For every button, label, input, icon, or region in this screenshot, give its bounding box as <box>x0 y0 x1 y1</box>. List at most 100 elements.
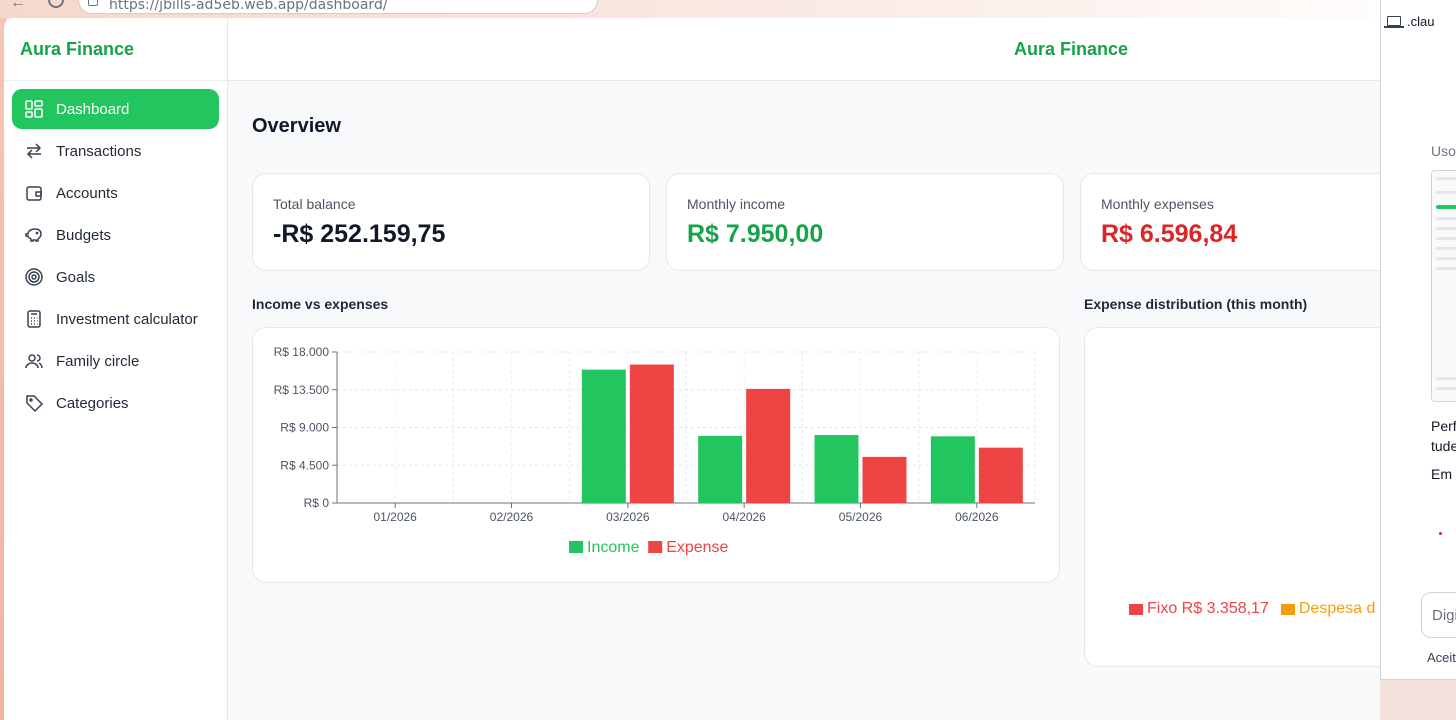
bar-income <box>814 435 859 503</box>
thumb-line <box>1436 377 1456 380</box>
legend-item-fixo[interactable]: Fixo R$ 3.358,17 <box>1129 600 1269 618</box>
y-tick-label: R$ 9.000 <box>280 421 329 435</box>
thumb-active-line <box>1436 205 1456 209</box>
app-window: Aura Finance Dashboard Transactions Acco… <box>4 18 1380 720</box>
stat-label: Total balance <box>273 196 356 212</box>
stat-label: Monthly expenses <box>1101 196 1214 212</box>
legend-swatch <box>1129 603 1143 615</box>
top-header: Aura Finance <box>228 18 1380 81</box>
side-panel-text: Uso <box>1431 143 1456 159</box>
thumb-line <box>1436 237 1456 240</box>
expense-legend: Fixo R$ 3.358,17 Despesa d <box>1129 600 1380 618</box>
legend-label: Fixo R$ 3.358,17 <box>1147 600 1269 617</box>
back-arrow-icon[interactable]: ← <box>10 0 26 11</box>
bar-expense <box>629 364 674 503</box>
bar-income <box>698 435 743 503</box>
sidebar-item-accounts[interactable]: Accounts <box>12 173 219 213</box>
stat-value: R$ 7.950,00 <box>687 220 824 248</box>
target-icon <box>24 267 44 287</box>
sidebar-item-budgets[interactable]: Budgets <box>12 215 219 255</box>
stat-value: -R$ 252.159,75 <box>273 220 446 248</box>
sidebar-brand[interactable]: Aura Finance <box>4 18 227 81</box>
monthly-expenses-card: Monthly expenses R$ 6.596,84 <box>1080 173 1380 271</box>
sidebar-item-goals[interactable]: Goals <box>12 257 219 297</box>
x-tick-label: 04/2026 <box>722 510 766 524</box>
x-tick-label: 01/2026 <box>373 510 417 524</box>
side-panel: .clau Uso Perf tude Em c Digi Aceit <box>1380 0 1456 680</box>
y-tick-label: R$ 4.500 <box>280 458 329 472</box>
sidebar-item-label: Accounts <box>56 184 118 202</box>
arrows-swap-icon <box>24 141 44 161</box>
side-panel-header[interactable]: .clau <box>1407 14 1435 29</box>
legend-swatch <box>569 541 583 553</box>
side-panel-text: Em c <box>1431 466 1456 482</box>
expense-chart-title: Expense distribution (this month) <box>1084 296 1308 312</box>
legend-label: Expense <box>666 539 728 556</box>
legend-item-despesa[interactable]: Despesa d <box>1280 600 1376 618</box>
page-title: Overview <box>252 115 341 137</box>
legend-label: Income <box>587 539 640 556</box>
bar-income <box>930 436 975 503</box>
sidebar-nav: Dashboard Transactions Accounts Budgets <box>4 81 227 433</box>
income-expense-chart-card: R$ 0 R$ 4.500 R$ 9.000 R$ 13.500 R$ 18.000 01… <box>252 327 1060 583</box>
thumb-line <box>1436 387 1456 390</box>
sidebar-item-label: Categories <box>56 394 129 412</box>
browser-toolbar: ← https://jbills-ad5eb.web.app/dashboard… <box>0 0 1456 18</box>
sidebar-item-label: Transactions <box>56 142 142 160</box>
sidebar-item-transactions[interactable]: Transactions <box>12 131 219 171</box>
address-bar[interactable]: https://jbills-ad5eb.web.app/dashboard/ <box>78 0 598 14</box>
legend-label: Despesa d <box>1298 600 1376 617</box>
calculator-icon <box>24 309 44 329</box>
page-info-icon[interactable] <box>88 0 98 6</box>
screenshot-thumbnail[interactable] <box>1431 170 1456 402</box>
bar-expense <box>746 388 791 503</box>
users-icon <box>24 351 44 371</box>
sidebar-item-family-circle[interactable]: Family circle <box>12 341 219 381</box>
expense-distribution-card: Fixo R$ 3.358,17 Despesa d <box>1084 327 1380 667</box>
x-tick-label: 03/2026 <box>606 510 650 524</box>
thumb-line <box>1436 257 1456 260</box>
reload-icon[interactable] <box>48 0 64 8</box>
window-edge <box>0 18 6 720</box>
bar-expense <box>978 447 1023 503</box>
status-dot <box>1439 532 1442 535</box>
sidebar-item-label: Goals <box>56 268 96 286</box>
sidebar-item-categories[interactable]: Categories <box>12 383 219 423</box>
dashboard-grid-icon <box>24 99 44 119</box>
tag-icon <box>24 393 44 413</box>
sidebar-item-label: Dashboard <box>56 100 130 118</box>
url-text: https://jbills-ad5eb.web.app/dashboard/ <box>109 0 388 13</box>
chat-input[interactable]: Digi <box>1421 592 1456 638</box>
x-tick-label: 02/2026 <box>490 510 534 524</box>
x-tick-label: 06/2026 <box>955 510 999 524</box>
bar-income <box>581 369 626 503</box>
sidebar-item-dashboard[interactable]: Dashboard <box>12 89 219 129</box>
thumb-line <box>1436 177 1456 180</box>
total-balance-card: Total balance -R$ 252.159,75 <box>252 173 650 271</box>
wallet-icon <box>24 183 44 203</box>
sidebar: Aura Finance Dashboard Transactions Acco… <box>4 18 228 720</box>
income-chart-title: Income vs expenses <box>252 296 389 312</box>
stat-label: Monthly income <box>687 196 786 212</box>
y-tick-label: R$ 18.000 <box>274 345 330 359</box>
side-panel-text: Perf tude <box>1431 416 1456 456</box>
y-tick-label: R$ 13.500 <box>274 383 330 397</box>
side-panel-footer: Aceit <box>1427 650 1456 665</box>
laptop-icon <box>1384 16 1404 28</box>
thumb-line <box>1436 247 1456 250</box>
side-panel-line: Perf <box>1431 418 1456 434</box>
thumb-line <box>1436 267 1456 270</box>
sidebar-item-label: Budgets <box>56 226 112 244</box>
header-title: Aura Finance <box>1014 39 1129 59</box>
sidebar-item-label: Investment calculator <box>56 310 198 328</box>
piggy-bank-icon <box>24 225 44 245</box>
chat-input-placeholder: Digi <box>1432 607 1456 624</box>
thumb-line <box>1436 227 1456 230</box>
x-tick-label: 05/2026 <box>839 510 883 524</box>
y-tick-label: R$ 0 <box>304 496 330 510</box>
income-expense-chart: R$ 0 R$ 4.500 R$ 9.000 R$ 13.500 R$ 18.000 01… <box>274 345 1036 556</box>
thumb-line <box>1436 217 1456 220</box>
sidebar-item-label: Family circle <box>56 352 140 370</box>
sidebar-item-investment-calculator[interactable]: Investment calculator <box>12 299 219 339</box>
stat-value: R$ 6.596,84 <box>1101 220 1238 248</box>
